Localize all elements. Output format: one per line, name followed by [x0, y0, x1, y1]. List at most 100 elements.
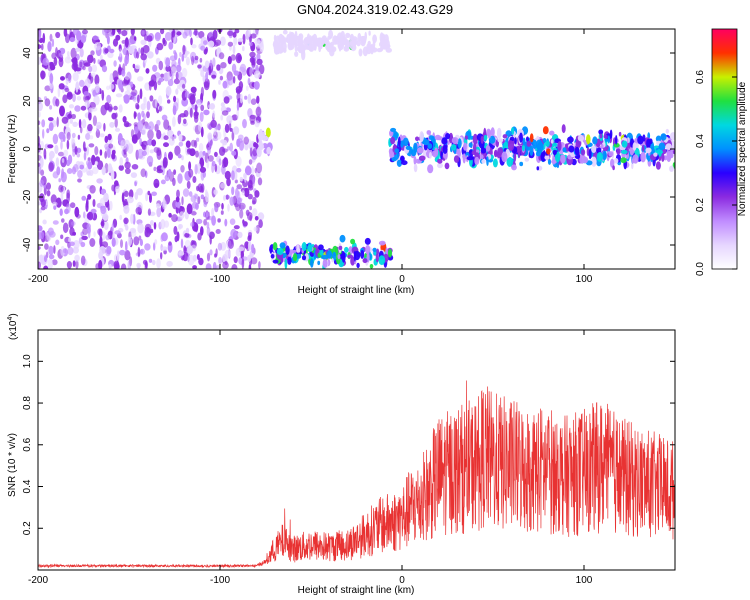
spectrogram-cell: [197, 232, 202, 241]
spectrogram-cell: [173, 78, 180, 85]
spectrogram-cell: [109, 121, 115, 128]
spectrogram-cell: [599, 133, 603, 139]
spectrogram-cell: [413, 156, 417, 165]
spectrogram-cell: [66, 131, 71, 141]
spectrogram-cell: [303, 38, 309, 45]
spectrogram-cell: [247, 193, 253, 200]
spectrogram-cell: [53, 245, 56, 254]
spectrogram-cell: [445, 133, 451, 140]
spectrogram-cell: [242, 46, 245, 52]
spectrogram-cell: [124, 37, 129, 48]
spectrogram-cell: [600, 143, 604, 149]
spectrogram-cell: [77, 170, 83, 178]
spectrogram-cell: [437, 158, 443, 164]
spectrogram-cell: [95, 156, 100, 163]
spectrogram-cell: [197, 102, 201, 108]
spectrogram-cell: [146, 155, 154, 166]
spectrogram-cell: [497, 147, 504, 156]
spectrogram-cell: [222, 80, 228, 89]
spectrogram-cell: [219, 75, 224, 81]
spectrogram-cell: [57, 86, 61, 98]
spectrogram-cell: [182, 188, 190, 197]
spectrogram-cell: [123, 190, 129, 197]
spectrogram-cell: [66, 261, 72, 269]
spectrogram-cell: [140, 103, 146, 111]
spectrogram-cell: [609, 129, 613, 139]
spectrogram-cell: [113, 105, 118, 111]
spectrogram-cell: [497, 138, 504, 143]
spectrogram-cell: [284, 258, 288, 269]
spectrogram-cell: [158, 60, 164, 71]
spectrogram-cell: [122, 79, 128, 87]
spectrogram-cell: [85, 133, 91, 140]
spectrogram-cell: [128, 189, 134, 199]
y-tick-label: 20: [22, 95, 33, 107]
spectrogram-cell: [292, 253, 298, 262]
spectrogram-cell: [256, 146, 262, 158]
spectrogram-cell: [75, 82, 79, 93]
spectrogram-cell: [226, 177, 231, 187]
spectrogram-cell: [108, 143, 114, 149]
spectrogram-cell: [502, 134, 508, 139]
spectrogram-cell: [591, 145, 597, 153]
spectrogram-cell: [190, 222, 195, 227]
spectrogram-cell: [249, 81, 256, 90]
spectrogram-cell: [655, 161, 661, 170]
spectrogram-cell: [252, 208, 258, 217]
snr-plot: -200 -100 0 100 0.2 0.4 0.6 0.8 1.0 Height of s…: [7, 313, 676, 596]
spectrogram-cell: [137, 120, 144, 132]
spectrogram-cell: [222, 148, 228, 153]
spectrogram-cell: [218, 52, 225, 60]
spectrogram-cell: [44, 243, 49, 250]
spectrogram-cell: [272, 259, 279, 264]
spectrogram-cell: [198, 31, 205, 39]
spectrogram-cell: [621, 140, 628, 148]
spectrogram-cell: [99, 246, 106, 255]
spectrogram-cell: [237, 38, 244, 43]
spectrogram-cell: [231, 264, 238, 269]
spectrogram-cell: [173, 169, 177, 176]
spectrogram-cell: [647, 132, 651, 140]
spectrogram-cell: [44, 85, 51, 92]
spectrogram-cell: [360, 36, 366, 47]
spectrogram-cell: [231, 130, 235, 141]
spectrogram-cell: [115, 93, 123, 98]
spectrogram-cell: [109, 200, 113, 211]
spectrogram-cell: [203, 48, 208, 55]
spectrogram-cell: [105, 234, 110, 241]
spectrogram-cell: [72, 260, 76, 267]
spectrogram-cell: [217, 242, 223, 251]
spectrogram-cell: [149, 149, 154, 154]
spectrogram-cell: [223, 96, 230, 104]
spectrogram-cell: [170, 71, 174, 81]
spectrogram-cell: [98, 228, 103, 238]
spectrogram-cell: [603, 134, 608, 139]
spectrogram-cell: [79, 164, 85, 170]
spectrogram-cell: [106, 245, 112, 255]
spectrogram-cell: [191, 201, 199, 209]
spectrogram-cell: [163, 119, 170, 130]
spectrogram-cell: [47, 258, 54, 269]
x-tick-label: -100: [210, 575, 230, 586]
spectrogram-cell: [135, 207, 142, 215]
spectrogram-cell: [241, 258, 245, 269]
spectrogram-cell: [232, 76, 236, 84]
spectrogram-cell: [42, 128, 45, 139]
spectrogram-cell: [156, 203, 160, 209]
spectrogram-cell: [156, 258, 161, 269]
spectrogram-cell: [653, 152, 658, 157]
spectrogram-cell: [249, 57, 255, 63]
spectrogram-cell: [83, 151, 87, 161]
spectrogram-cell: [58, 57, 64, 68]
spectrogram-cell: [187, 255, 190, 262]
spectrogram-cell: [49, 61, 54, 67]
spectrogram-cell: [94, 74, 100, 85]
spectrogram-cell: [46, 190, 51, 197]
spectrogram-cell: [55, 47, 58, 57]
spectrogram-cell: [200, 45, 206, 51]
spectrogram-cell: [511, 164, 517, 171]
spectrogram-cell: [451, 137, 459, 145]
spectrogram-cell: [542, 126, 549, 135]
spectrogram-cell: [79, 79, 85, 87]
spectrogram-cell: [47, 41, 52, 52]
